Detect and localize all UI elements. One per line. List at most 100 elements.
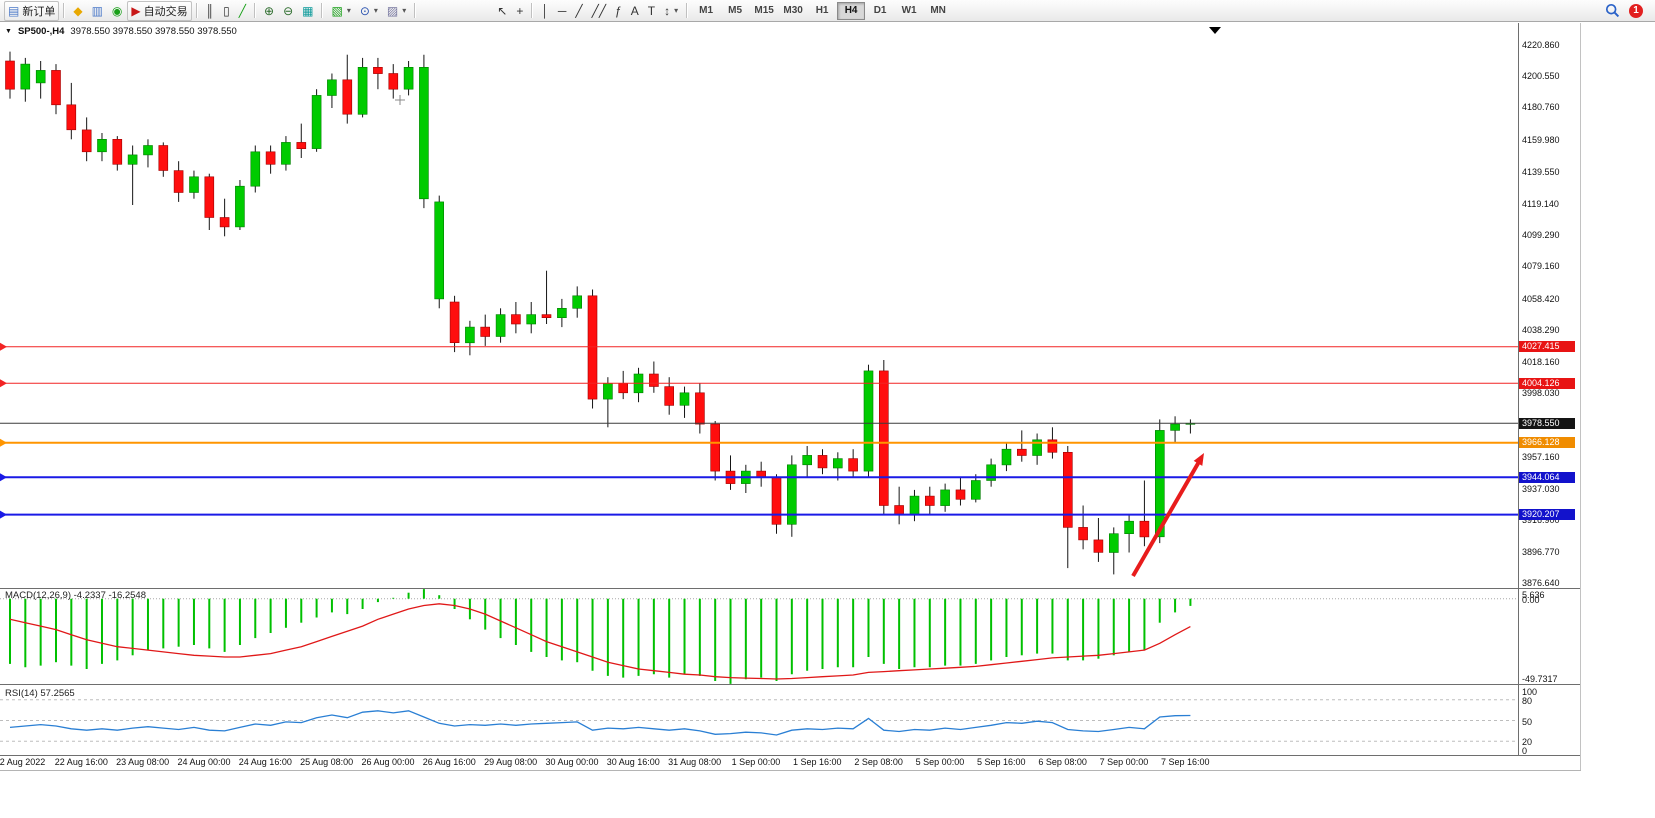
line-chart-icon: ╱ xyxy=(238,3,246,18)
new-chart-button[interactable]: ▧ ▾ xyxy=(327,1,354,21)
toolbar-separator xyxy=(254,3,256,18)
zoom-out-icon: ⊖ xyxy=(283,3,294,18)
candle-body xyxy=(1093,539,1104,553)
chevron-down-icon: ▾ xyxy=(373,6,378,15)
candle-body xyxy=(495,314,506,337)
templates-button[interactable]: ▨ ▾ xyxy=(383,1,410,21)
rsi-line xyxy=(9,710,1191,736)
time-axis-label: 25 Aug 08:00 xyxy=(300,757,354,767)
fibonacci-button[interactable]: ƒ xyxy=(611,1,626,21)
notification-badge[interactable]: 1 xyxy=(1629,3,1643,18)
line-chart-button[interactable]: ╱ xyxy=(235,1,250,21)
current-price-price-tag: 3978.550 xyxy=(1519,417,1575,429)
search-button[interactable] xyxy=(1601,1,1624,21)
timeframe-h1-button[interactable]: H1 xyxy=(815,4,829,16)
resistance-line-1-price-tag: 4027.415 xyxy=(1519,341,1575,353)
time-axis-label: 23 Aug 08:00 xyxy=(116,757,170,767)
candle-body xyxy=(1016,448,1027,456)
profiles-button[interactable]: ⊙ ▾ xyxy=(356,1,382,21)
main-toolbar: ▤ 新订单 ◆ ▥ ◉ ▶ 自动交易 ║ ▯ ╱ ⊕ ⊖ ▦ ▧ ▾ ⊙ ▾ ▨ ▾ ↖ + │ ─ ╱ ╱╱ ƒ A T ↕ ▾ M1 M5… xyxy=(0,0,1655,22)
timeframe-d1-button[interactable]: D1 xyxy=(873,4,887,16)
timeframe-m15-button[interactable]: M15 xyxy=(754,4,774,16)
price-axis-label: 4200.550 xyxy=(1522,71,1560,82)
zoom-in-icon: ⊕ xyxy=(264,3,275,18)
timeframe-m5-button[interactable]: M5 xyxy=(728,4,743,16)
macd-signal-line xyxy=(9,603,1191,680)
candle-body xyxy=(66,104,77,131)
autotrading-button-label: 自动交易 xyxy=(143,5,188,18)
candle-body xyxy=(1001,448,1012,466)
chart-window-bottom-border xyxy=(0,770,1581,771)
candle-body xyxy=(848,458,858,472)
cursor-button[interactable]: ↖ xyxy=(493,1,511,21)
timeframe-w1-button[interactable]: W1 xyxy=(901,4,917,16)
text-label-button[interactable]: T xyxy=(644,1,659,21)
candle-body xyxy=(97,139,107,153)
search-icon xyxy=(1605,3,1620,18)
price-axis-label: 4180.760 xyxy=(1522,102,1560,113)
bar-chart-button[interactable]: ║ xyxy=(202,1,219,21)
profiles-icon: ⊙ xyxy=(359,3,370,18)
candle-body xyxy=(51,70,61,106)
candle-body xyxy=(1109,533,1119,553)
crosshair-button[interactable]: + xyxy=(512,1,527,21)
candle-body xyxy=(189,176,199,193)
candle-body xyxy=(204,176,215,218)
candlestick-chart-icon: ▯ xyxy=(223,3,230,18)
new-order-button-label: 新订单 xyxy=(22,5,56,18)
candle-body xyxy=(557,307,567,318)
candle-body xyxy=(541,314,552,319)
timeframe-m30-button[interactable]: M30 xyxy=(783,4,803,16)
toolbar-separator xyxy=(63,3,66,18)
time-axis-label: 7 Sep 00:00 xyxy=(1099,757,1149,767)
candle-body xyxy=(771,476,782,525)
crosshair-icon: + xyxy=(516,3,524,18)
candle-body xyxy=(572,295,583,309)
candle-body xyxy=(679,392,690,406)
panel-separator-rsi-timeaxis xyxy=(0,755,1580,756)
zoom-out-button[interactable]: ⊖ xyxy=(279,1,297,21)
candle-body xyxy=(403,67,414,90)
toolbar-separator xyxy=(686,3,689,18)
channel-button[interactable]: ╱╱ xyxy=(588,1,610,21)
timeframe-m1-button[interactable]: M1 xyxy=(699,4,714,16)
resistance-line-2-price-tag: 4004.126 xyxy=(1519,377,1575,389)
time-axis-label: 2 Sep 08:00 xyxy=(854,757,903,767)
horizontal-line-button[interactable]: ─ xyxy=(554,1,571,21)
chart-menu-icon[interactable]: ▼ xyxy=(5,28,12,35)
time-axis-label: 24 Aug 00:00 xyxy=(177,757,231,767)
macd-axis-label: 0.00 xyxy=(1522,594,1540,605)
trendline-button[interactable]: ╱ xyxy=(571,1,586,21)
candle-body xyxy=(357,67,368,115)
arrows-button[interactable]: ↕ ▾ xyxy=(660,1,682,21)
chevron-down-icon: ▾ xyxy=(346,6,351,15)
chevron-down-icon: ▾ xyxy=(674,6,679,15)
candle-body xyxy=(1124,520,1134,535)
rsi-axis-label: 50 xyxy=(1522,716,1533,727)
candle-body xyxy=(1047,439,1058,453)
zoom-in-button[interactable]: ⊕ xyxy=(260,1,278,21)
price-axis-label: 3876.640 xyxy=(1522,578,1560,589)
price-axis-label: 4099.290 xyxy=(1522,229,1560,240)
new-order-button[interactable]: ▤ 新订单 xyxy=(4,0,60,21)
market-watch-button[interactable]: ▥ xyxy=(88,1,107,21)
autotrading-icon: ▶ xyxy=(131,3,141,18)
candle-body xyxy=(480,326,491,337)
autotrading-button[interactable]: ▶ 自动交易 xyxy=(127,0,192,21)
timeframe-h4-button[interactable]: H4 xyxy=(837,1,866,20)
candle-body xyxy=(817,455,828,469)
timeframe-mn-button[interactable]: MN xyxy=(930,4,946,16)
time-axis-label: 5 Sep 16:00 xyxy=(976,757,1026,767)
sound-icon: ◉ xyxy=(111,3,123,18)
candlestick-chart-button[interactable]: ▯ xyxy=(219,1,234,21)
text-button[interactable]: A xyxy=(627,1,643,21)
vertical-line-button[interactable]: │ xyxy=(537,1,553,21)
bar-chart-icon: ║ xyxy=(205,3,215,18)
candle-body xyxy=(235,185,245,228)
metaeditor-button[interactable]: ◆ xyxy=(69,1,86,21)
tile-windows-button[interactable]: ▦ xyxy=(298,1,317,21)
price-axis-label: 4159.980 xyxy=(1522,134,1560,145)
sound-button[interactable]: ◉ xyxy=(108,1,126,21)
arrows-icon: ↕ xyxy=(664,3,671,18)
